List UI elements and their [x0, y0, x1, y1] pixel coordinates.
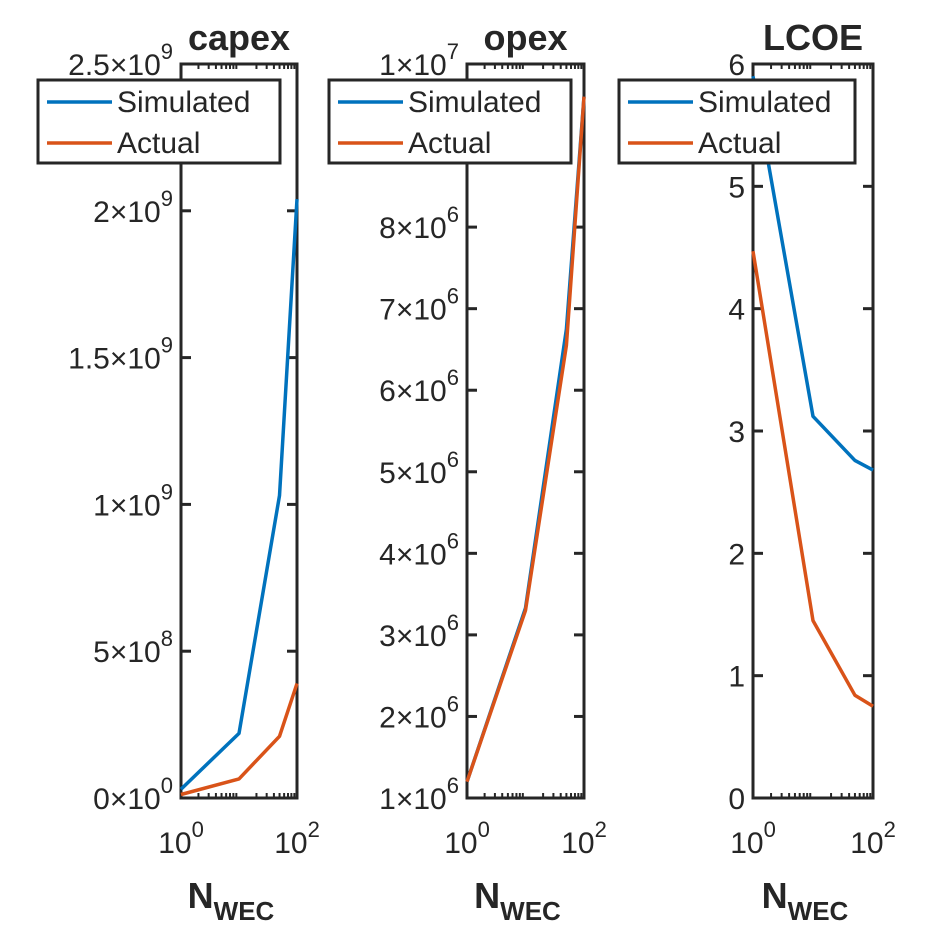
panel-capex-ytick-label-5: 2.5×109 [68, 39, 173, 82]
panel-opex-ytick-label-8: 1×107 [379, 39, 459, 82]
panel-lcoe-legend-label-simulated: Simulated [698, 86, 831, 119]
panel-capex-legend-label-actual: Actual [117, 127, 200, 160]
panel-capex-ytick-label-0: 0×100 [93, 773, 173, 816]
panel-opex-legend-label-actual: Actual [408, 127, 491, 160]
panel-capex-legend-box [36, 78, 282, 165]
panel-opex-legend: Simulated Actual [327, 78, 573, 165]
panel-lcoe-xtick-label-0: 100 [730, 817, 776, 860]
panel-opex-legend-box [327, 78, 573, 165]
panel-capex-series-actual-line [180, 682, 299, 797]
panel-lcoe-ytick-label-4: 4 [728, 294, 745, 327]
panel-lcoe-legend-label-actual: Actual [698, 127, 781, 160]
panel-opex-xtick-label-0: 100 [444, 817, 490, 860]
panel-capex-axes-box [179, 62, 299, 800]
panel-opex-ytick-label-6: 7×106 [379, 284, 459, 327]
panel-opex-ytick-label-3: 4×106 [379, 528, 459, 571]
panel-lcoe-legend-box [617, 78, 857, 165]
panel-lcoe-xtick-label-1: 102 [850, 817, 896, 860]
panel-capex-series-simulated-line [179, 198, 299, 791]
panel-capex-ytick-label-1: 5×108 [93, 626, 173, 669]
panel-opex: 100 102 1×106 2×106 3×106 4×106 5×106 6×106 7×10… [327, 17, 607, 926]
panel-lcoe-ytick-label-5: 5 [728, 171, 745, 204]
panel-opex-ytick-label-5: 6×106 [379, 365, 459, 408]
panel-lcoe-x-minor-ticks [770, 64, 872, 798]
panel-opex-title: opex [483, 17, 567, 58]
panel-opex-series-actual-line [465, 96, 586, 783]
panel-capex-ytick-label-2: 1×109 [93, 479, 173, 522]
panel-lcoe: 100 102 0 1 2 3 4 5 6 LCOE NWEC Simulated Actual [617, 17, 896, 926]
panel-opex-ytick-label-0: 1×106 [379, 773, 459, 816]
panel-lcoe-title: LCOE [763, 17, 863, 58]
panel-capex-xtick-label-0: 100 [158, 817, 204, 860]
panel-opex-ytick-label-2: 3×106 [379, 610, 459, 653]
panel-lcoe-series-actual-line [751, 250, 874, 708]
panel-opex-xtick-label-1: 102 [561, 817, 607, 860]
panel-lcoe-ytick-label-2: 2 [728, 538, 745, 571]
panel-opex-axes-box [465, 62, 586, 800]
panel-opex-ytick-label-1: 2×106 [379, 691, 459, 734]
panel-lcoe-xlabel: NWEC [762, 875, 849, 926]
panel-lcoe-legend: Simulated Actual [617, 78, 857, 165]
panel-lcoe-ytick-label-6: 6 [728, 49, 745, 82]
panel-capex-ytick-label-3: 1.5×109 [68, 333, 173, 376]
panel-opex-ytick-label-7: 8×106 [379, 202, 459, 245]
panel-capex-xlabel: NWEC [188, 875, 275, 926]
panel-lcoe-ytick-label-0: 0 [728, 783, 745, 816]
panel-capex-legend: Simulated Actual [36, 78, 282, 165]
panel-capex: 100 102 0×100 5×108 1×109 1.5×109 2×109 2.5×109… [36, 17, 320, 926]
panel-capex-x-minor-ticks [197, 64, 296, 798]
panel-opex-ytick-label-4: 5×106 [379, 447, 459, 490]
panel-capex-title: capex [188, 17, 290, 58]
panel-lcoe-series-simulated-line [751, 75, 874, 472]
panel-capex-xtick-label-1: 102 [274, 817, 320, 860]
panel-opex-xlabel: NWEC [474, 875, 561, 926]
panel-opex-series-simulated-line [465, 96, 586, 783]
panel-lcoe-ytick-label-1: 1 [728, 661, 745, 694]
panel-lcoe-ytick-label-3: 3 [728, 416, 745, 449]
panel-opex-legend-label-simulated: Simulated [408, 86, 541, 119]
panel-capex-legend-label-simulated: Simulated [117, 86, 250, 119]
panel-capex-ytick-label-4: 2×109 [93, 186, 173, 229]
